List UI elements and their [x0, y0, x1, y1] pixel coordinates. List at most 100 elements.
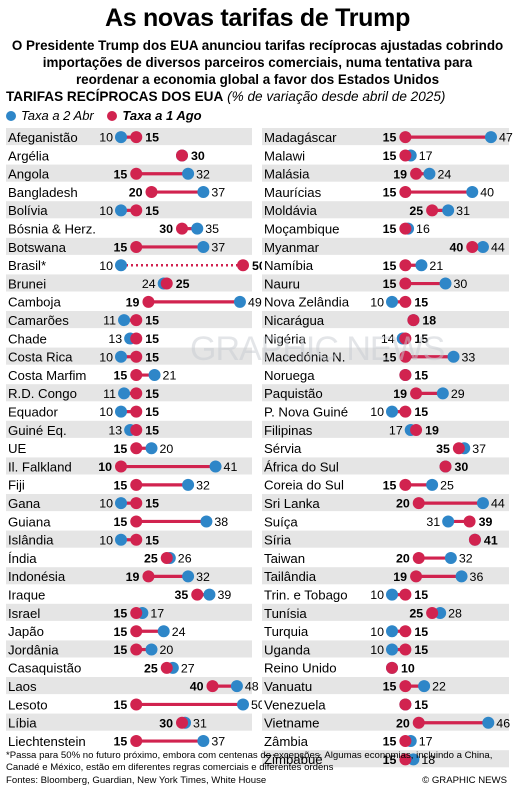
apr-rate-point	[237, 698, 249, 711]
aug-rate-label: 15	[145, 387, 159, 401]
apr-rate-point	[476, 497, 489, 510]
aug-rate-point	[130, 350, 143, 363]
aug-rate-label: 15	[113, 442, 127, 456]
chart-row: Lesoto 15 50	[6, 695, 265, 713]
apr-rate-label: 22	[432, 680, 446, 694]
country-label: R.D. Congo	[8, 386, 77, 401]
apr-rate-label: 41	[224, 460, 238, 474]
aug-rate-label: 25	[144, 552, 158, 566]
row-background	[6, 512, 252, 530]
chart-heading-title: TARIFAS RECÍPROCAS DOS EUA	[6, 89, 224, 104]
apr-rate-label: 10	[99, 533, 113, 547]
country-label: Angola	[8, 167, 50, 182]
country-label: Gana	[8, 496, 41, 511]
apr-rate-point	[484, 131, 497, 144]
country-label: Lesoto	[8, 697, 48, 712]
apr-rate-label: 10	[370, 405, 384, 419]
chart-row: Botswana 15 37	[6, 237, 252, 255]
aug-rate-point	[130, 606, 143, 619]
aug-rate-label: 10	[98, 460, 112, 474]
apr-rate-label: 10	[370, 625, 384, 639]
aug-rate-label: 15	[113, 240, 127, 254]
aug-rate-point	[130, 204, 143, 217]
aug-rate-point	[130, 369, 143, 382]
country-label: Uganda	[264, 642, 311, 657]
row-background	[262, 365, 509, 383]
aug-rate-point	[130, 698, 143, 711]
aug-rate-point	[410, 167, 423, 180]
country-label: Liechtenstein	[8, 734, 86, 749]
apr-rate-label: 27	[181, 661, 195, 675]
row-background	[6, 146, 252, 164]
country-label: Madagáscar	[264, 130, 337, 145]
aug-rate-point	[399, 350, 412, 363]
aug-rate-label: 19	[425, 423, 439, 437]
aug-rate-point	[130, 643, 143, 656]
row-background	[262, 677, 509, 695]
country-label: Casaquistão	[8, 661, 81, 676]
chart-row: Índia 25 26	[6, 548, 252, 566]
row-background	[262, 347, 509, 365]
apr-rate-label: 17	[150, 606, 164, 620]
aug-rate-point	[399, 149, 412, 162]
aug-rate-point	[176, 149, 188, 162]
aug-rate-point	[176, 716, 188, 729]
row-background	[6, 292, 252, 310]
aug-rate-label: 15	[383, 149, 397, 163]
chart-row: Brasil* 10 50	[6, 256, 266, 274]
row-background	[6, 365, 252, 383]
apr-rate-label: 37	[472, 442, 486, 456]
apr-rate-point	[233, 295, 246, 308]
apr-rate-label: 10	[99, 405, 113, 419]
apr-rate-label: 32	[196, 167, 210, 181]
aug-rate-label: 41	[484, 533, 498, 547]
aug-rate-point	[399, 186, 412, 199]
aug-rate-label: 20	[396, 552, 410, 566]
apr-rate-point	[209, 460, 222, 473]
country-label: Vietname	[264, 716, 319, 731]
country-label: Filipinas	[264, 423, 313, 438]
apr-rate-point	[197, 735, 210, 748]
aug-rate-point	[399, 369, 412, 382]
aug-rate-label: 40	[190, 680, 204, 694]
aug-rate-point	[412, 497, 425, 510]
row-background	[262, 585, 509, 603]
apr-rate-label: 17	[389, 423, 403, 437]
chart-row: Sri Lanka 20 44	[262, 494, 509, 512]
chart-row: Tunísia 25 28	[262, 603, 509, 621]
aug-rate-label: 30	[159, 716, 173, 730]
country-label: P. Nova Guiné	[264, 404, 348, 419]
apr-rate-label: 32	[196, 478, 210, 492]
chart-row: Maurícias 15 40	[262, 182, 509, 200]
aug-rate-label: 15	[113, 369, 127, 383]
country-label: Israel	[8, 606, 40, 621]
chart-row: Equador 10 15	[6, 402, 252, 420]
apr-rate-point	[182, 478, 195, 491]
aug-rate-point	[410, 387, 423, 400]
aug-rate-label: 19	[126, 570, 140, 584]
aug-rate-label: 15	[113, 478, 127, 492]
country-label: Zâmbia	[264, 734, 309, 749]
aug-rate-point	[130, 314, 143, 327]
country-label: Paquistão	[264, 386, 323, 401]
aug-rate-point	[412, 716, 425, 729]
aug-rate-label: 15	[145, 533, 159, 547]
apr-rate-point	[115, 405, 127, 418]
chart-row: Chade 13 15	[6, 329, 252, 347]
page-title: As novas tarifas de Trump	[104, 4, 411, 32]
apr-rate-point	[415, 259, 428, 272]
row-background	[262, 182, 509, 200]
apr-rate-label: 37	[211, 240, 225, 254]
country-label: Noruega	[264, 368, 315, 383]
footnote: *Passa para 50% no futuro próximo, embor…	[6, 750, 493, 773]
aug-rate-point	[399, 222, 412, 235]
aug-rate-label: 15	[145, 131, 159, 145]
aug-rate-label: 15	[414, 698, 428, 712]
row-background	[262, 256, 509, 274]
apr-rate-label: 46	[496, 716, 510, 730]
apr-rate-point	[182, 167, 195, 180]
aug-rate-point	[130, 442, 143, 455]
chart-row: Paquistão 19 29	[262, 384, 509, 402]
